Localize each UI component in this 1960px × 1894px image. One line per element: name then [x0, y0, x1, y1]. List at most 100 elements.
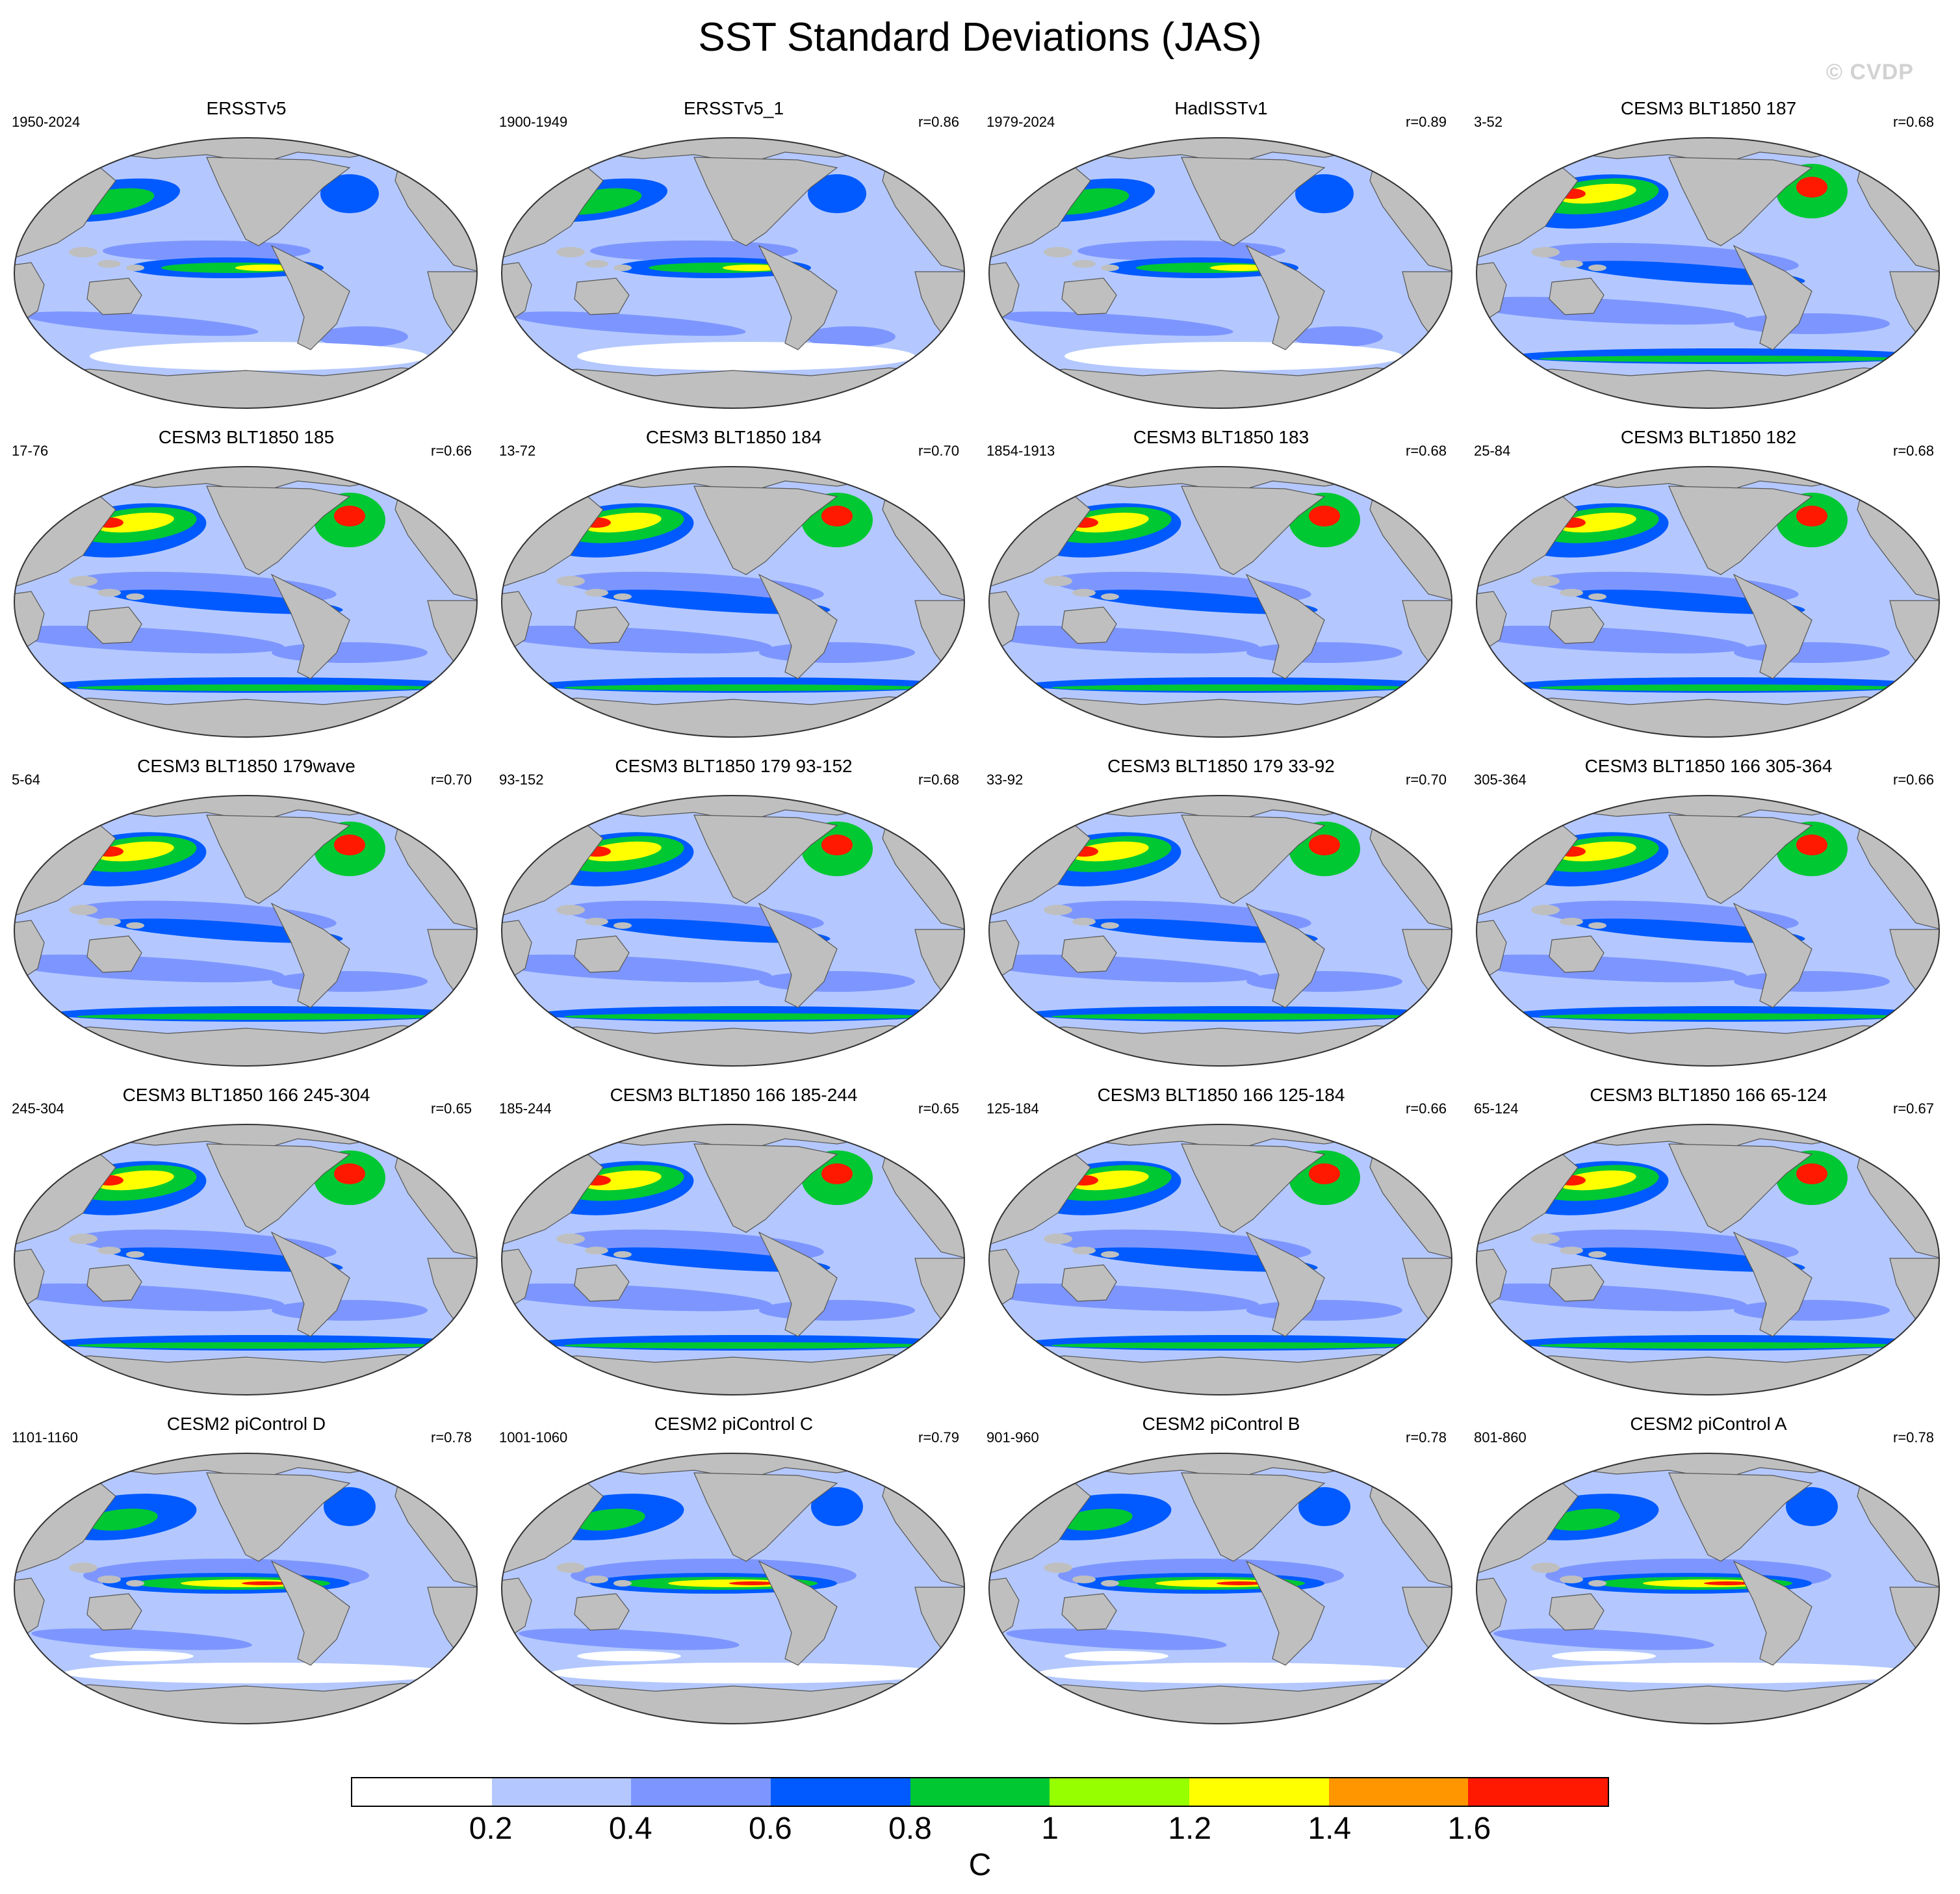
map-panel: CESM3 BLT1850 184 13-72 r=0.70 [490, 426, 977, 738]
panel-grid: ERSSTv5 1950-2024 ERSSTv5_1 1900-1949 r=0.86… [3, 97, 1952, 1725]
colorbar-tick-label: 0.2 [469, 1811, 513, 1846]
panel-correlation: r=0.70 [431, 772, 472, 788]
panel-years: 65-124 [1474, 1100, 1519, 1117]
panel-correlation: r=0.70 [918, 443, 959, 459]
panel-correlation: r=0.66 [431, 443, 472, 459]
map-panel: CESM3 BLT1850 166 185-244 185-244 r=0.65 [490, 1084, 977, 1396]
map-panel: CESM3 BLT1850 182 25-84 r=0.68 [1465, 426, 1952, 738]
map-panel: CESM3 BLT1850 166 65-124 65-124 r=0.67 [1465, 1084, 1952, 1396]
panel-years: 3-52 [1474, 114, 1503, 130]
sst-map [1476, 466, 1940, 738]
panel-title: CESM2 piControl C [654, 1414, 814, 1434]
sst-map [501, 795, 965, 1067]
panel-title: CESM2 piControl A [1630, 1414, 1787, 1434]
panel-correlation: r=0.79 [918, 1429, 959, 1446]
panel-title: CESM3 BLT1850 166 125-184 [1097, 1085, 1345, 1105]
colorbar-swatch [631, 1778, 771, 1806]
panel-years: 5-64 [12, 772, 41, 788]
colorbar-tick-label: 0.4 [608, 1811, 652, 1846]
colorbar-tick-label: 1.6 [1447, 1811, 1491, 1846]
panel-correlation: r=0.67 [1893, 1100, 1934, 1117]
panel-correlation: r=0.86 [918, 114, 959, 130]
panel-title: CESM3 BLT1850 187 [1620, 98, 1797, 118]
panel-years: 17-76 [12, 443, 49, 459]
map-panel: CESM3 BLT1850 183 1854-1913 r=0.68 [977, 426, 1465, 738]
colorbar-tick-label: 0.8 [888, 1811, 932, 1846]
panel-title: HadISSTv1 [1174, 98, 1268, 118]
sst-map [988, 466, 1452, 738]
panel-years: 245-304 [12, 1100, 64, 1117]
colorbar-swatch [352, 1778, 492, 1806]
colorbar-swatch [1468, 1778, 1608, 1806]
panel-correlation: r=0.68 [1893, 114, 1934, 130]
panel-correlation: r=0.66 [1893, 772, 1934, 788]
panel-years: 125-184 [986, 1100, 1039, 1117]
sst-map [988, 1124, 1452, 1395]
panel-years: 801-860 [1474, 1429, 1527, 1446]
panel-title: CESM3 BLT1850 166 305-364 [1584, 756, 1833, 776]
sst-map [14, 137, 478, 409]
colorbar-swatch [771, 1778, 910, 1806]
colorbar-unit: C [968, 1848, 992, 1882]
sst-map [14, 466, 478, 738]
panel-years: 33-92 [986, 772, 1024, 788]
map-panel: ERSSTv5 1950-2024 [3, 97, 490, 409]
map-panel: HadISSTv1 1979-2024 r=0.89 [977, 97, 1465, 409]
sst-map [501, 1124, 965, 1395]
panel-correlation: r=0.65 [918, 1100, 959, 1117]
map-panel: CESM2 piControl A 801-860 r=0.78 [1465, 1413, 1952, 1725]
colorbar [351, 1777, 1609, 1807]
panel-years: 13-72 [499, 443, 536, 459]
panel-title: CESM3 BLT1850 166 185-244 [610, 1085, 858, 1105]
sst-map [14, 1453, 478, 1724]
panel-correlation: r=0.65 [431, 1100, 472, 1117]
colorbar-tick-label: 1.2 [1168, 1811, 1212, 1846]
map-panel: CESM3 BLT1850 166 125-184 125-184 r=0.66 [977, 1084, 1465, 1396]
sst-map [988, 1453, 1452, 1724]
panel-title: CESM3 BLT1850 166 65-124 [1590, 1085, 1827, 1105]
colorbar-tick-label: 1.4 [1308, 1811, 1352, 1846]
panel-title: CESM3 BLT1850 179 33-92 [1107, 756, 1335, 776]
panel-correlation: r=0.68 [1406, 443, 1447, 459]
panel-correlation: r=0.78 [431, 1429, 472, 1446]
panel-title: CESM3 BLT1850 184 [645, 427, 822, 447]
colorbar-tick-label: 1 [1041, 1811, 1059, 1846]
sst-map [501, 137, 965, 409]
watermark: © CVDP [1826, 60, 1914, 84]
panel-title: CESM2 piControl B [1142, 1414, 1300, 1434]
panel-years: 1101-1160 [12, 1429, 78, 1446]
sst-map [1476, 1453, 1940, 1724]
sst-map [14, 1124, 478, 1395]
sst-map [14, 795, 478, 1067]
sst-map [1476, 795, 1940, 1067]
map-panel: CESM2 piControl B 901-960 r=0.78 [977, 1413, 1465, 1725]
colorbar-tick-label: 0.6 [748, 1811, 792, 1846]
map-panel: CESM2 piControl C 1001-1060 r=0.79 [490, 1413, 977, 1725]
colorbar-swatch [1328, 1778, 1469, 1806]
panel-years: 25-84 [1474, 443, 1511, 459]
panel-correlation: r=0.89 [1406, 114, 1447, 130]
panel-years: 93-152 [499, 772, 544, 788]
panel-years: 185-244 [499, 1100, 552, 1117]
colorbar-swatch [1189, 1778, 1329, 1806]
map-panel: ERSSTv5_1 1900-1949 r=0.86 [490, 97, 977, 409]
panel-title: CESM3 BLT1850 166 245-304 [122, 1085, 370, 1105]
panel-title: CESM3 BLT1850 182 [1620, 427, 1797, 447]
panel-correlation: r=0.68 [918, 772, 959, 788]
map-panel: CESM2 piControl D 1101-1160 r=0.78 [3, 1413, 490, 1725]
panel-correlation: r=0.68 [1893, 443, 1934, 459]
panel-years: 1900-1949 [499, 114, 568, 130]
sst-map [988, 137, 1452, 409]
panel-years: 305-364 [1474, 772, 1527, 788]
panel-title: CESM3 BLT1850 179wave [137, 756, 355, 776]
map-panel: CESM3 BLT1850 187 3-52 r=0.68 [1465, 97, 1952, 409]
sst-map [501, 466, 965, 738]
page-title: SST Standard Deviations (JAS) [698, 15, 1262, 60]
panel-title: CESM3 BLT1850 179 93-152 [615, 756, 853, 776]
panel-years: 1001-1060 [499, 1429, 568, 1446]
panel-title: ERSSTv5 [206, 98, 287, 118]
map-panel: CESM3 BLT1850 166 305-364 305-364 r=0.66 [1465, 755, 1952, 1067]
panel-correlation: r=0.70 [1406, 772, 1447, 788]
panel-correlation: r=0.66 [1406, 1100, 1447, 1117]
sst-map [988, 795, 1452, 1067]
